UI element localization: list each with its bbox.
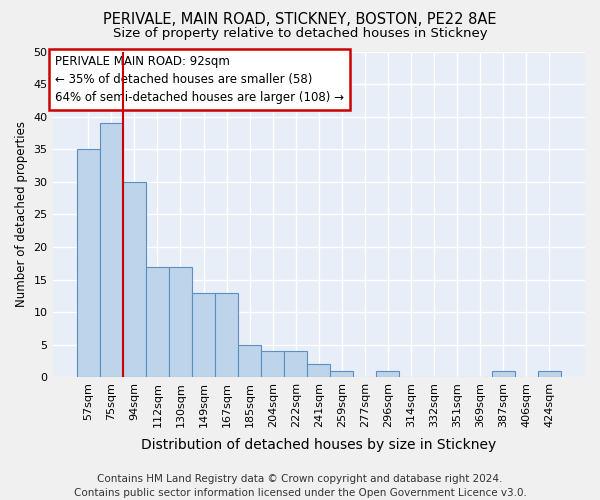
Bar [77, 150, 100, 378]
Y-axis label: Number of detached properties: Number of detached properties [15, 122, 28, 308]
Text: Contains HM Land Registry data © Crown copyright and database right 2024.
Contai: Contains HM Land Registry data © Crown c… [74, 474, 526, 498]
Bar [238, 345, 261, 378]
Bar [123, 182, 146, 378]
Bar [215, 292, 238, 378]
Bar [100, 123, 123, 378]
Bar [146, 266, 169, 378]
Bar [330, 371, 353, 378]
Bar [192, 292, 215, 378]
Bar [376, 371, 400, 378]
Bar [261, 352, 284, 378]
Text: Size of property relative to detached houses in Stickney: Size of property relative to detached ho… [113, 28, 487, 40]
Text: PERIVALE, MAIN ROAD, STICKNEY, BOSTON, PE22 8AE: PERIVALE, MAIN ROAD, STICKNEY, BOSTON, P… [103, 12, 497, 28]
Bar [284, 352, 307, 378]
Text: PERIVALE MAIN ROAD: 92sqm
← 35% of detached houses are smaller (58)
64% of semi-: PERIVALE MAIN ROAD: 92sqm ← 35% of detac… [55, 55, 344, 104]
Bar [538, 371, 561, 378]
X-axis label: Distribution of detached houses by size in Stickney: Distribution of detached houses by size … [141, 438, 496, 452]
Bar [307, 364, 330, 378]
Bar [491, 371, 515, 378]
Bar [169, 266, 192, 378]
